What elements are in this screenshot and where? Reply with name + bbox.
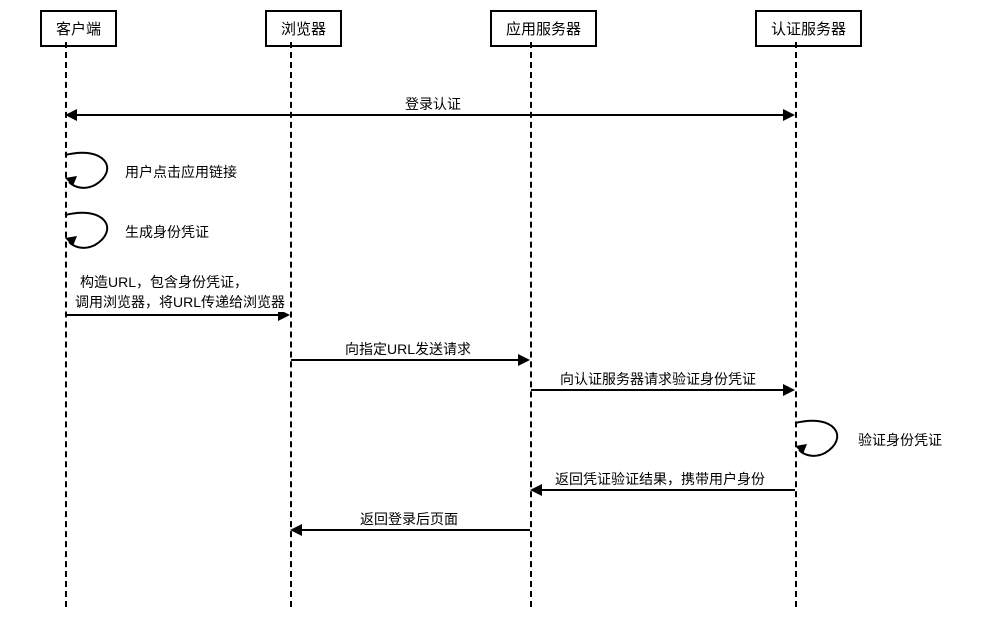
msg-send-req-label: 向指定URL发送请求: [345, 339, 471, 359]
arrow-head: [783, 109, 795, 121]
msg-req-auth-label: 向认证服务器请求验证身份凭证: [560, 369, 756, 389]
msg-construct-url-line: [66, 314, 281, 316]
participant-label: 应用服务器: [506, 21, 581, 38]
lifeline-browser: [290, 42, 292, 607]
msg-return-result-line: [540, 489, 795, 491]
msg-verify-label: 验证身份凭证: [858, 430, 942, 450]
arrow-head: [530, 484, 542, 496]
msg-construct-url-label2: 调用浏览器，将URL传递给浏览器: [75, 292, 285, 312]
msg-gen-cred-label: 生成身份凭证: [125, 222, 209, 242]
msg-login-auth-line: [70, 114, 790, 116]
participant-authserver: 认证服务器: [755, 10, 862, 47]
msg-construct-url-label1: 构造URL，包含身份凭证，: [80, 272, 248, 292]
lifeline-appserver: [530, 42, 532, 607]
msg-return-result-label: 返回凭证验证结果，携带用户身份: [555, 469, 765, 489]
lifeline-authserver: [795, 42, 797, 607]
arrow-head: [65, 109, 77, 121]
arrow-head: [783, 384, 795, 396]
participant-browser: 浏览器: [265, 10, 342, 47]
msg-return-page-label: 返回登录后页面: [360, 509, 458, 529]
participant-label: 认证服务器: [771, 21, 846, 38]
participant-label: 客户端: [56, 21, 101, 38]
arrow-head: [518, 354, 530, 366]
msg-login-auth-label: 登录认证: [405, 94, 461, 114]
msg-return-page-line: [300, 529, 530, 531]
self-loop-verify: [795, 418, 855, 468]
participant-label: 浏览器: [281, 21, 326, 38]
msg-send-req-line: [291, 359, 521, 361]
participant-appserver: 应用服务器: [490, 10, 597, 47]
self-loop-click-link: [65, 150, 125, 200]
lifeline-client: [65, 42, 67, 607]
msg-click-link-label: 用户点击应用链接: [125, 162, 237, 182]
arrow-head: [290, 524, 302, 536]
participant-client: 客户端: [40, 10, 117, 47]
msg-req-auth-line: [531, 389, 786, 391]
self-loop-gen-cred: [65, 210, 125, 260]
